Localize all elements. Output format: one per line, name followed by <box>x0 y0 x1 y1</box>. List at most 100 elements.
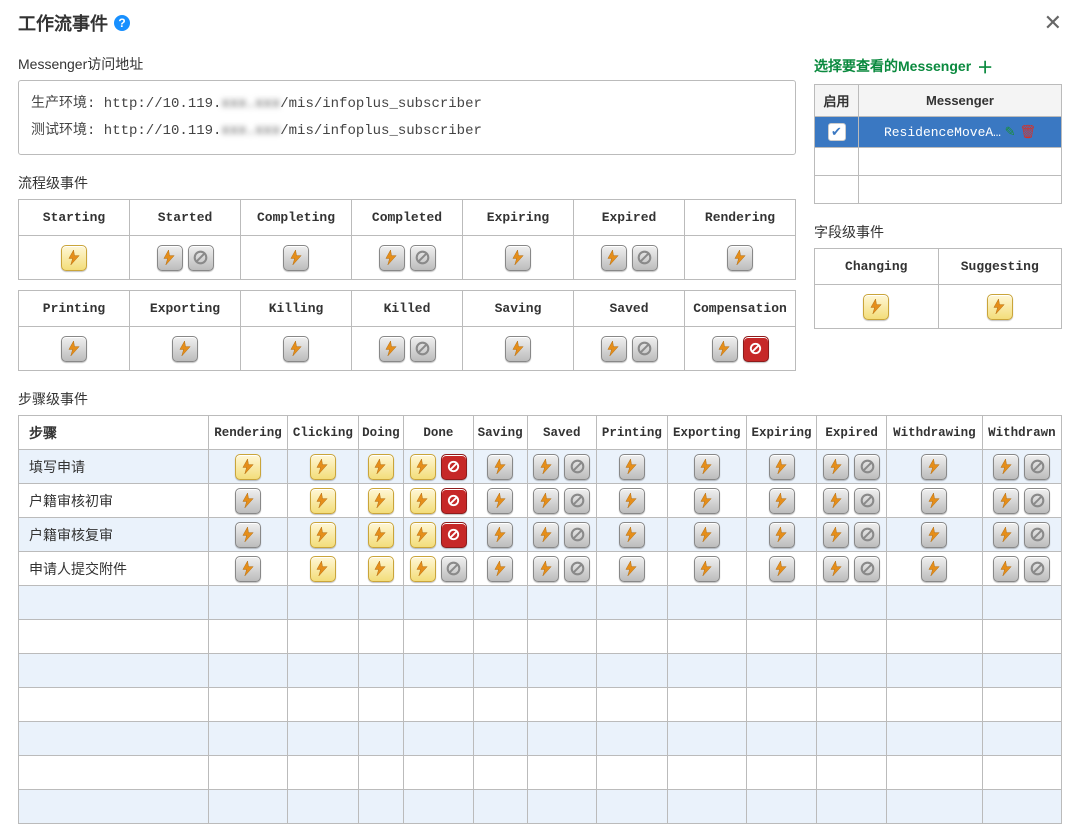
lightning-icon[interactable] <box>823 522 849 548</box>
lightning-hi-icon[interactable] <box>61 245 87 271</box>
delete-icon[interactable]: 🗑 <box>1020 124 1037 140</box>
forbid-icon[interactable] <box>632 245 658 271</box>
lightning-icon[interactable] <box>769 522 795 548</box>
proc-col-rendering: Rendering <box>685 200 796 236</box>
lightning-icon[interactable] <box>487 556 513 582</box>
edit-icon[interactable]: ✎ <box>1005 124 1016 140</box>
lightning-hi-icon[interactable] <box>368 556 394 582</box>
lightning-icon[interactable] <box>601 336 627 362</box>
help-icon[interactable]: ? <box>114 15 130 31</box>
forbid-icon[interactable] <box>564 522 590 548</box>
forbid-icon[interactable] <box>854 522 880 548</box>
forbid-icon[interactable] <box>564 488 590 514</box>
forbid-icon[interactable] <box>1024 556 1050 582</box>
lightning-icon[interactable] <box>157 245 183 271</box>
lightning-icon[interactable] <box>694 454 720 480</box>
lightning-icon[interactable] <box>694 522 720 548</box>
messenger-row[interactable]: ✔ ResidenceMoveA… ✎ 🗑 <box>815 117 1062 148</box>
forbid-icon[interactable] <box>1024 454 1050 480</box>
lightning-icon[interactable] <box>533 522 559 548</box>
forbid-red-icon[interactable] <box>743 336 769 362</box>
lightning-icon[interactable] <box>379 245 405 271</box>
forbid-red-icon[interactable] <box>441 522 467 548</box>
lightning-icon[interactable] <box>283 245 309 271</box>
forbid-icon[interactable] <box>854 556 880 582</box>
url-box: 生产环境: http://10.119.xxx.xxx/mis/infoplus… <box>18 80 796 155</box>
lightning-icon[interactable] <box>533 556 559 582</box>
lightning-hi-icon[interactable] <box>410 454 436 480</box>
forbid-red-icon[interactable] <box>441 454 467 480</box>
step-row-empty <box>19 620 1062 654</box>
enable-checkbox[interactable]: ✔ <box>828 123 846 141</box>
forbid-icon[interactable] <box>632 336 658 362</box>
close-icon[interactable]: ✕ <box>1044 10 1062 36</box>
lightning-icon[interactable] <box>533 488 559 514</box>
lightning-icon[interactable] <box>487 488 513 514</box>
lightning-icon[interactable] <box>235 556 261 582</box>
lightning-hi-icon[interactable] <box>410 556 436 582</box>
lightning-hi-icon[interactable] <box>368 454 394 480</box>
lightning-icon[interactable] <box>235 522 261 548</box>
lightning-icon[interactable] <box>769 488 795 514</box>
lightning-icon[interactable] <box>993 522 1019 548</box>
lightning-icon[interactable] <box>619 522 645 548</box>
lightning-hi-icon[interactable] <box>368 488 394 514</box>
lightning-icon[interactable] <box>533 454 559 480</box>
lightning-icon[interactable] <box>823 556 849 582</box>
lightning-icon[interactable] <box>379 336 405 362</box>
forbid-icon[interactable] <box>854 488 880 514</box>
lightning-icon[interactable] <box>921 488 947 514</box>
lightning-icon[interactable] <box>993 454 1019 480</box>
proc-col-completed: Completed <box>352 200 463 236</box>
forbid-icon[interactable] <box>410 245 436 271</box>
forbid-icon[interactable] <box>854 454 880 480</box>
lightning-icon[interactable] <box>921 556 947 582</box>
forbid-icon[interactable] <box>188 245 214 271</box>
lightning-icon[interactable] <box>172 336 198 362</box>
lightning-hi-icon[interactable] <box>235 454 261 480</box>
lightning-hi-icon[interactable] <box>987 294 1013 320</box>
lightning-icon[interactable] <box>283 336 309 362</box>
lightning-hi-icon[interactable] <box>410 488 436 514</box>
lightning-icon[interactable] <box>921 454 947 480</box>
lightning-icon[interactable] <box>769 556 795 582</box>
step-col-saving: Saving <box>473 416 527 450</box>
forbid-icon[interactable] <box>564 454 590 480</box>
lightning-icon[interactable] <box>921 522 947 548</box>
lightning-icon[interactable] <box>619 556 645 582</box>
lightning-icon[interactable] <box>694 488 720 514</box>
lightning-icon[interactable] <box>823 454 849 480</box>
forbid-icon[interactable] <box>564 556 590 582</box>
forbid-red-icon[interactable] <box>441 488 467 514</box>
forbid-icon[interactable] <box>410 336 436 362</box>
lightning-hi-icon[interactable] <box>310 522 336 548</box>
lightning-icon[interactable] <box>235 488 261 514</box>
lightning-hi-icon[interactable] <box>863 294 889 320</box>
lightning-icon[interactable] <box>993 556 1019 582</box>
lightning-icon[interactable] <box>619 454 645 480</box>
lightning-icon[interactable] <box>505 336 531 362</box>
lightning-hi-icon[interactable] <box>410 522 436 548</box>
forbid-icon[interactable] <box>1024 488 1050 514</box>
forbid-icon[interactable] <box>1024 522 1050 548</box>
lightning-icon[interactable] <box>993 488 1019 514</box>
lightning-icon[interactable] <box>61 336 87 362</box>
lightning-hi-icon[interactable] <box>310 488 336 514</box>
lightning-icon[interactable] <box>487 522 513 548</box>
messenger-name: ResidenceMoveA… <box>884 125 1001 140</box>
step-row-empty <box>19 688 1062 722</box>
add-messenger-icon[interactable]: ＋ <box>977 54 993 78</box>
lightning-icon[interactable] <box>619 488 645 514</box>
lightning-icon[interactable] <box>769 454 795 480</box>
lightning-icon[interactable] <box>694 556 720 582</box>
lightning-hi-icon[interactable] <box>368 522 394 548</box>
lightning-hi-icon[interactable] <box>310 556 336 582</box>
lightning-icon[interactable] <box>505 245 531 271</box>
lightning-icon[interactable] <box>727 245 753 271</box>
lightning-icon[interactable] <box>487 454 513 480</box>
forbid-icon[interactable] <box>441 556 467 582</box>
lightning-hi-icon[interactable] <box>310 454 336 480</box>
lightning-icon[interactable] <box>601 245 627 271</box>
lightning-icon[interactable] <box>823 488 849 514</box>
lightning-icon[interactable] <box>712 336 738 362</box>
